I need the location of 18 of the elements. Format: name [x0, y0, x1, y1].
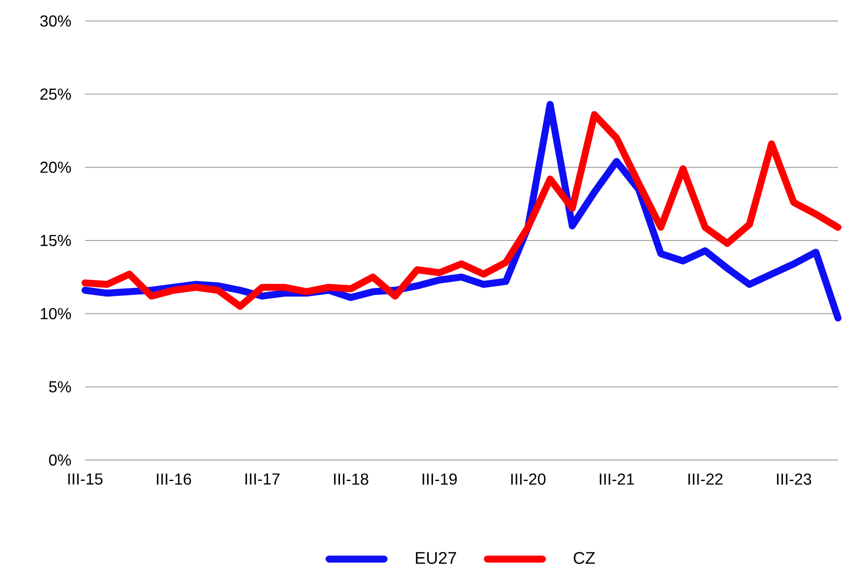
y-tick-label: 20%: [40, 162, 71, 173]
legend-label: CZ: [574, 552, 595, 564]
x-tick-label: III-23: [777, 474, 812, 485]
x-tick-label: III-16: [156, 474, 192, 485]
x-tick-label: III-22: [688, 474, 722, 485]
y-tick-label: 30%: [40, 15, 71, 27]
y-tick-label: 0%: [49, 454, 71, 466]
y-tick-label: 10%: [40, 308, 71, 320]
x-tick-label: III-19: [422, 474, 457, 485]
x-tick-label: III-20: [511, 474, 546, 485]
y-tick-label: 15%: [40, 234, 71, 246]
y-tick-label: 25%: [40, 88, 71, 100]
x-tick-label: III-17: [245, 473, 280, 484]
x-tick-label: III-18: [334, 474, 368, 485]
legend-label: EU27: [416, 552, 456, 564]
y-tick-label: 5%: [49, 381, 71, 392]
x-tick-label: III-21: [600, 474, 634, 485]
x-tick-label: III-15: [68, 473, 102, 485]
